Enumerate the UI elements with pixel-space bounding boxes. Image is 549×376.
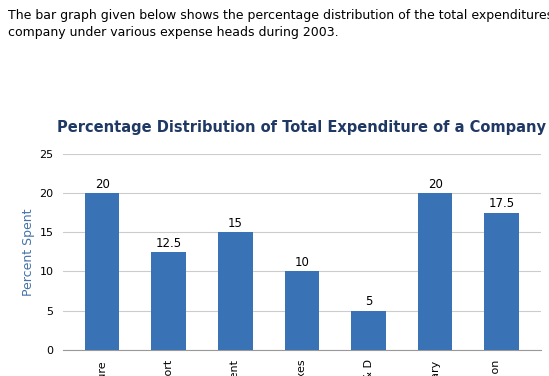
Text: The bar graph given below shows the percentage distribution of the total expendi: The bar graph given below shows the perc… bbox=[8, 9, 549, 39]
Bar bbox=[484, 213, 519, 350]
Bar bbox=[418, 193, 452, 350]
Y-axis label: Percent Spent: Percent Spent bbox=[22, 208, 35, 296]
Text: 20: 20 bbox=[428, 178, 442, 191]
Bar bbox=[351, 311, 386, 350]
Text: 10: 10 bbox=[294, 256, 310, 269]
Bar bbox=[85, 193, 120, 350]
Bar bbox=[218, 232, 253, 350]
Text: 15: 15 bbox=[228, 217, 243, 230]
Bar bbox=[284, 271, 320, 350]
Text: 5: 5 bbox=[365, 295, 372, 308]
Text: Percentage Distribution of Total Expenditure of a Company: Percentage Distribution of Total Expendi… bbox=[58, 120, 546, 135]
Text: 20: 20 bbox=[95, 178, 110, 191]
Bar bbox=[152, 252, 186, 350]
Text: 12.5: 12.5 bbox=[156, 237, 182, 250]
Text: 17.5: 17.5 bbox=[489, 197, 515, 211]
